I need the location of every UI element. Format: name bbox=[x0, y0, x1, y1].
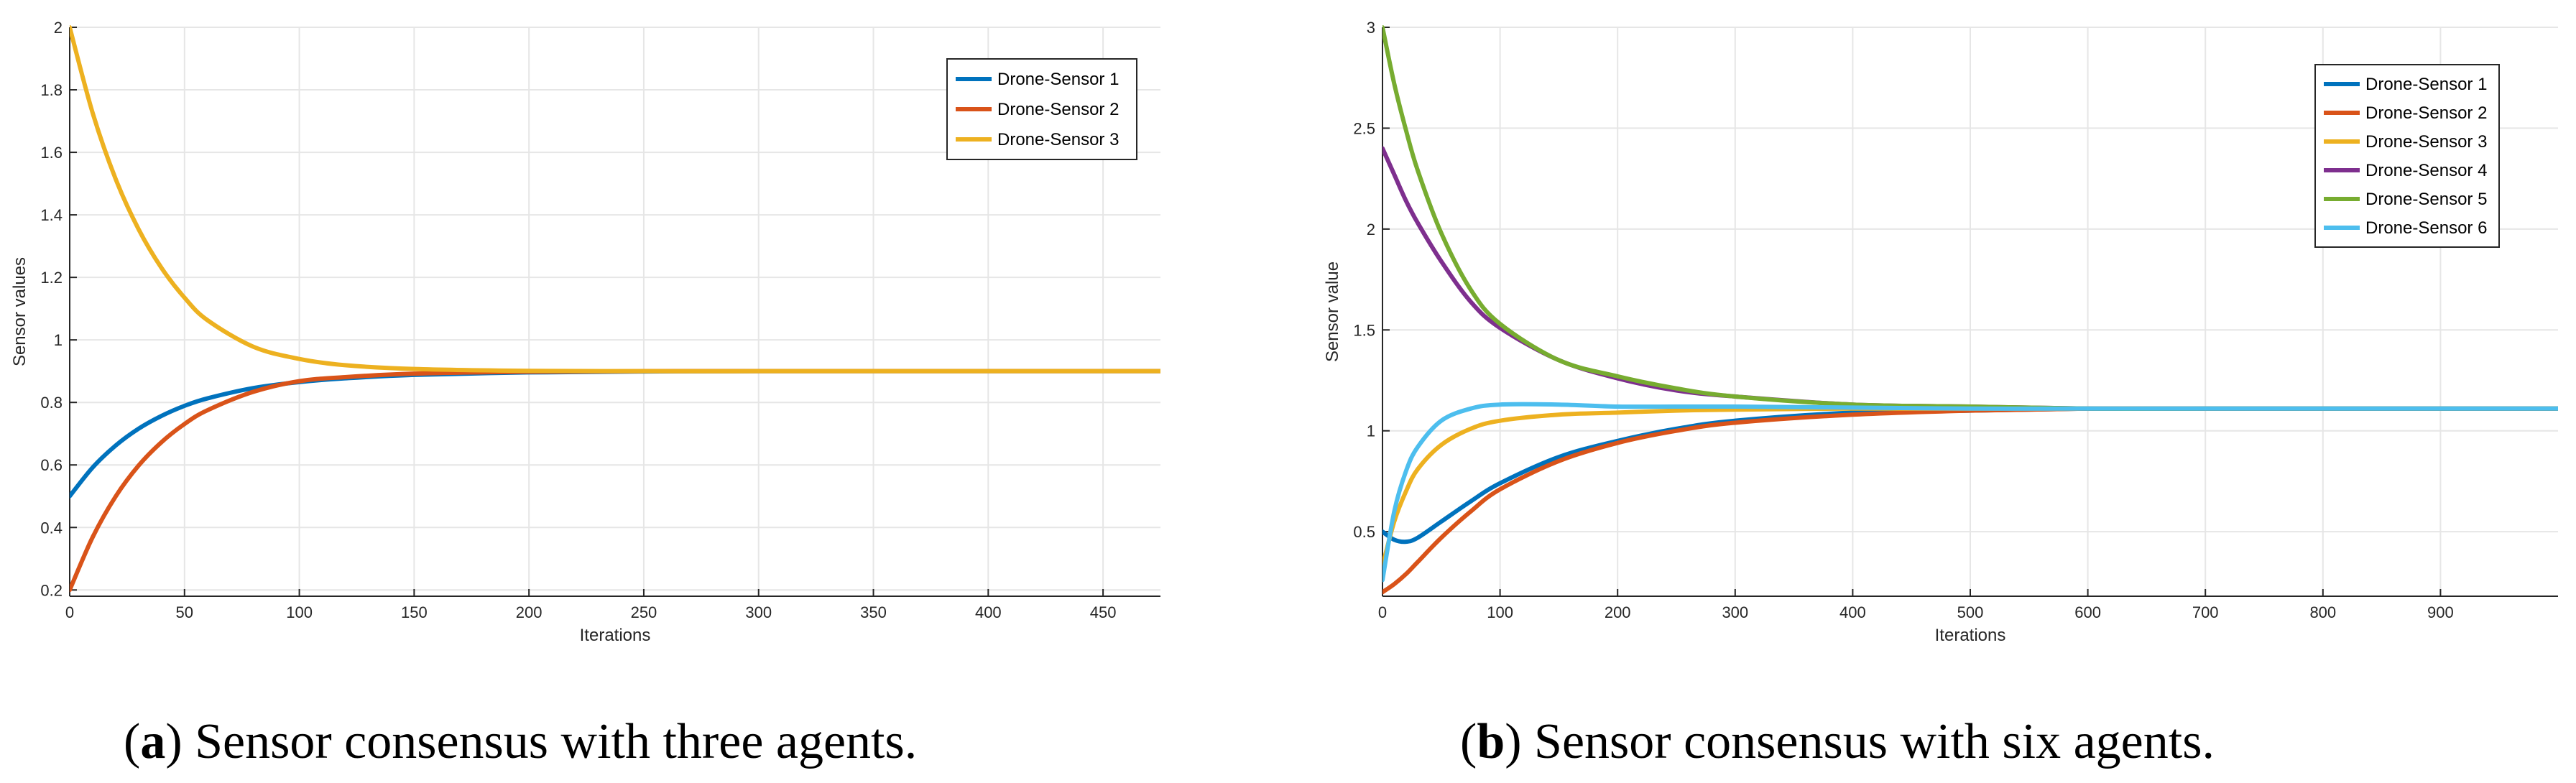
x-tick-label: 700 bbox=[2192, 603, 2219, 621]
x-tick-label: 200 bbox=[516, 603, 543, 621]
x-tick-label: 400 bbox=[975, 603, 1002, 621]
x-tick-label: 50 bbox=[176, 603, 193, 621]
caption-a: (a) Sensor consensus with three agents. bbox=[124, 714, 917, 769]
x-tick-label: 200 bbox=[1605, 603, 1631, 621]
series-line-6 bbox=[1382, 402, 2558, 583]
caption-a-label: a bbox=[140, 714, 165, 769]
x-tick-label: 300 bbox=[1722, 603, 1748, 621]
series-group bbox=[1382, 25, 2558, 595]
caption-a-text: ) Sensor consensus with three agents. bbox=[165, 714, 917, 769]
chart-a: 0 50 100 150 200 250 300 350 400 450 0.2 0.4 0.6 0.8 1… bbox=[10, 19, 1160, 645]
x-tick-label: 400 bbox=[1839, 603, 1866, 621]
x-tick-label: 900 bbox=[2427, 603, 2454, 621]
y-tick-label: 1.5 bbox=[1353, 321, 1375, 339]
x-axis-label: Iterations bbox=[580, 626, 651, 645]
x-tick-label: 250 bbox=[631, 603, 657, 621]
x-tick-label: 0 bbox=[1378, 603, 1387, 621]
y-tick-label: 1 bbox=[54, 331, 63, 349]
y-axis-label: Sensor value bbox=[1323, 261, 1342, 362]
y-tick-label: 3 bbox=[1367, 19, 1375, 37]
x-tick-label: 300 bbox=[745, 603, 772, 621]
caption-b-label: b bbox=[1477, 714, 1505, 769]
legend-label-2: Drone-Sensor 2 bbox=[997, 100, 1119, 119]
y-tick-label: 0.2 bbox=[40, 581, 63, 599]
legend-label-5: Drone-Sensor 5 bbox=[2365, 190, 2487, 209]
y-tick-label: 1.8 bbox=[40, 81, 63, 99]
x-tick-label: 100 bbox=[286, 603, 313, 621]
y-tick-label: 0.8 bbox=[40, 394, 63, 412]
y-tick-label: 0.4 bbox=[40, 519, 63, 537]
x-tick-label: 800 bbox=[2309, 603, 2336, 621]
caption-b-text: ) Sensor consensus with six agents. bbox=[1505, 714, 2215, 769]
legend-label-1: Drone-Sensor 1 bbox=[997, 70, 1119, 89]
series-group bbox=[70, 25, 1160, 593]
y-tick-label: 2.5 bbox=[1353, 119, 1375, 137]
legend-label-6: Drone-Sensor 6 bbox=[2365, 218, 2487, 238]
caption-b: (b) Sensor consensus with six agents. bbox=[1460, 714, 2215, 769]
x-tick-label: 600 bbox=[2074, 603, 2101, 621]
series-line-3 bbox=[70, 25, 1160, 374]
x-tick-label: 150 bbox=[401, 603, 428, 621]
y-tick-label: 1.4 bbox=[40, 206, 63, 224]
legend-label-3: Drone-Sensor 3 bbox=[2365, 132, 2487, 152]
x-tick-label: 0 bbox=[65, 603, 74, 621]
y-tick-label: 1.6 bbox=[40, 144, 63, 162]
x-axis-label: Iterations bbox=[1935, 626, 2006, 645]
x-tick-label: 500 bbox=[1957, 603, 1984, 621]
y-tick-label: 0.5 bbox=[1353, 523, 1375, 541]
legend-label-4: Drone-Sensor 4 bbox=[2365, 161, 2487, 180]
x-tick-label: 450 bbox=[1090, 603, 1117, 621]
x-tick-label: 100 bbox=[1487, 603, 1513, 621]
y-tick-label: 1.2 bbox=[40, 269, 63, 287]
legend-label-2: Drone-Sensor 2 bbox=[2365, 103, 2487, 123]
x-tick-label: 350 bbox=[860, 603, 887, 621]
y-axis-label: Sensor values bbox=[10, 257, 29, 366]
y-tick-label: 1 bbox=[1367, 422, 1375, 440]
chart-b: 0 100 200 300 400 500 600 700 800 900 0.5 1 1.5 2 2.5 3… bbox=[1323, 19, 2558, 645]
y-tick-label: 2 bbox=[54, 19, 63, 37]
legend-box bbox=[2314, 64, 2500, 248]
legend-label-1: Drone-Sensor 1 bbox=[2365, 75, 2487, 94]
legend-label-3: Drone-Sensor 3 bbox=[997, 130, 1119, 149]
y-tick-label: 0.6 bbox=[40, 456, 63, 474]
y-tick-label: 2 bbox=[1367, 221, 1375, 238]
